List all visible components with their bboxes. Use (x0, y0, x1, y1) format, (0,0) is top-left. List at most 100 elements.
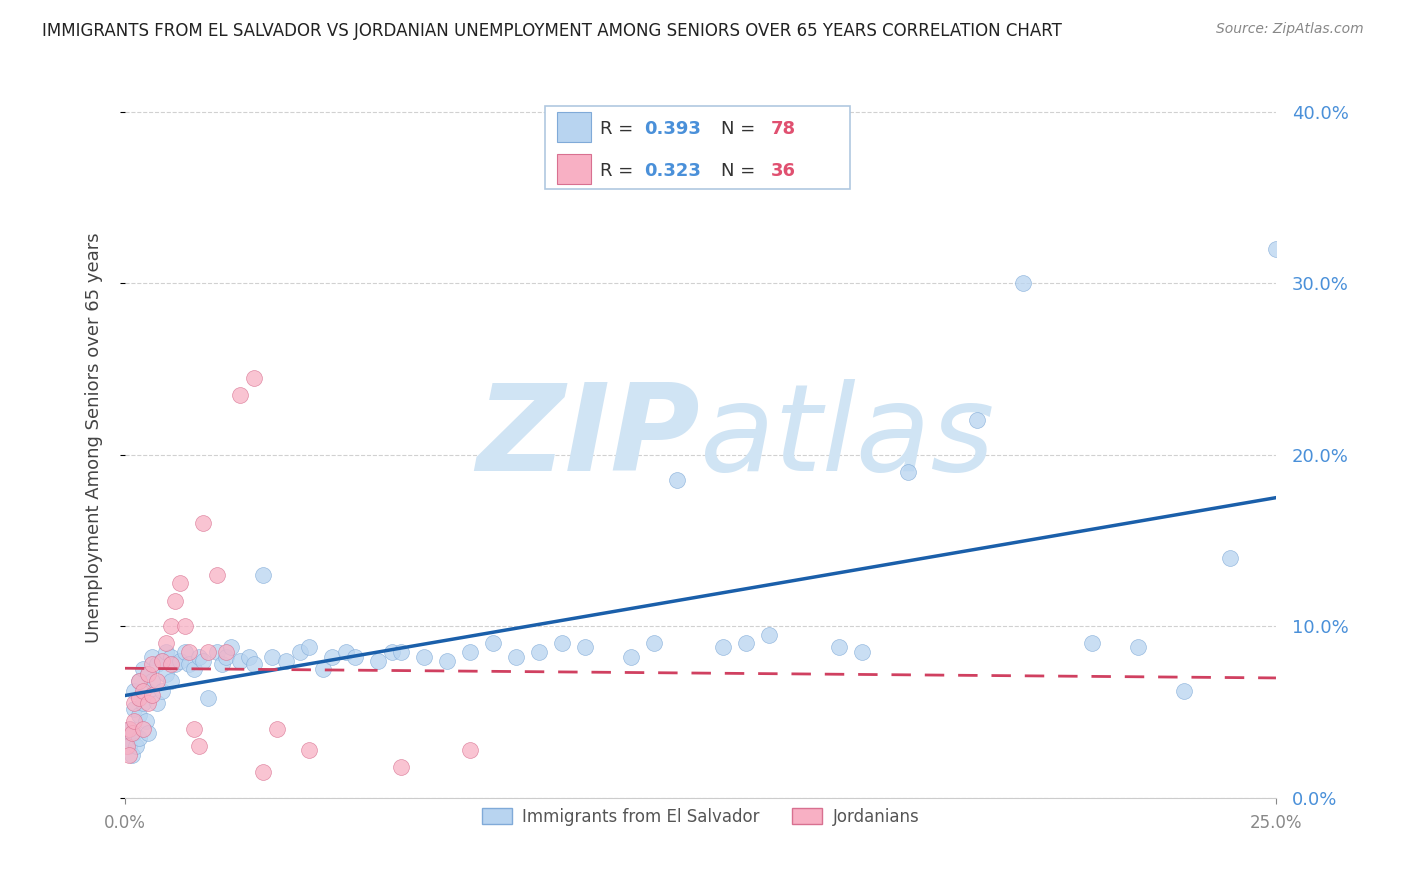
Point (242, 370, 264, 384)
Point (436, 654, 458, 668)
Point (136, 725, 159, 739)
Point (160, 674, 183, 689)
Point (121, 725, 143, 739)
Point (132, 722, 155, 736)
Text: R =: R = (600, 161, 640, 180)
Point (713, 640, 735, 654)
Point (150, 654, 173, 668)
Point (389, 760, 412, 774)
Point (191, 516, 214, 531)
Point (1173, 684, 1195, 698)
Point (458, 645, 481, 659)
Point (187, 739, 209, 754)
Point (298, 640, 321, 654)
Point (160, 619, 183, 633)
Point (136, 697, 159, 711)
Point (643, 636, 665, 650)
Point (128, 708, 150, 723)
Point (118, 739, 141, 754)
Point (274, 654, 297, 668)
Point (312, 662, 335, 676)
Point (118, 722, 141, 736)
Point (183, 662, 205, 676)
Text: 0.393: 0.393 (644, 120, 700, 138)
Point (155, 645, 177, 659)
Y-axis label: Unemployment Among Seniors over 65 years: Unemployment Among Seniors over 65 years (86, 232, 103, 643)
Point (458, 742, 481, 756)
Point (128, 674, 150, 689)
Point (191, 654, 214, 668)
Point (122, 714, 145, 728)
Point (146, 657, 169, 671)
Point (165, 593, 187, 607)
Point (197, 691, 219, 706)
FancyBboxPatch shape (557, 112, 591, 143)
Text: 78: 78 (770, 120, 796, 138)
Point (205, 645, 228, 659)
Point (238, 650, 260, 665)
Point (122, 725, 145, 739)
Point (150, 654, 173, 668)
Point (413, 650, 436, 665)
Point (132, 684, 155, 698)
Point (122, 697, 145, 711)
Point (266, 722, 288, 736)
Point (183, 722, 205, 736)
Point (122, 701, 145, 715)
Point (482, 636, 505, 650)
Point (229, 388, 252, 402)
Point (121, 747, 143, 762)
Point (344, 650, 367, 665)
Point (146, 674, 169, 689)
Point (135, 714, 157, 728)
Point (173, 645, 195, 659)
Point (897, 465, 920, 479)
FancyBboxPatch shape (557, 153, 591, 184)
Point (219, 640, 242, 654)
Point (146, 697, 169, 711)
Text: Source: ZipAtlas.com: Source: ZipAtlas.com (1216, 22, 1364, 37)
Text: N =: N = (721, 161, 761, 180)
Point (620, 650, 643, 665)
Point (165, 657, 187, 671)
Point (298, 742, 321, 756)
Text: ZIP: ZIP (477, 379, 700, 496)
Point (529, 645, 551, 659)
Point (827, 640, 849, 654)
Point (735, 636, 758, 650)
Point (169, 576, 191, 591)
Point (966, 413, 988, 427)
Point (262, 650, 284, 665)
Point (179, 645, 201, 659)
Point (128, 674, 150, 689)
Point (155, 667, 177, 681)
Point (136, 667, 159, 681)
Text: R =: R = (600, 120, 640, 138)
Point (229, 654, 252, 668)
Point (118, 747, 141, 762)
Point (141, 674, 163, 689)
Point (179, 657, 201, 671)
Point (141, 650, 163, 665)
Point (120, 722, 142, 736)
Point (367, 654, 389, 668)
Point (321, 650, 343, 665)
Point (1081, 636, 1104, 650)
Point (132, 697, 155, 711)
Point (211, 657, 233, 671)
Text: 36: 36 (770, 161, 796, 180)
Point (128, 731, 150, 745)
Point (136, 684, 159, 698)
Point (160, 650, 183, 665)
Text: N =: N = (721, 120, 761, 138)
Point (125, 739, 148, 754)
Point (288, 645, 311, 659)
Legend: Immigrants from El Salvador, Jordanians: Immigrants from El Salvador, Jordanians (475, 801, 927, 832)
Point (141, 657, 163, 671)
Point (136, 667, 159, 681)
Point (1011, 277, 1033, 291)
Point (551, 636, 574, 650)
Point (215, 650, 238, 665)
Point (381, 645, 404, 659)
Point (122, 684, 145, 698)
